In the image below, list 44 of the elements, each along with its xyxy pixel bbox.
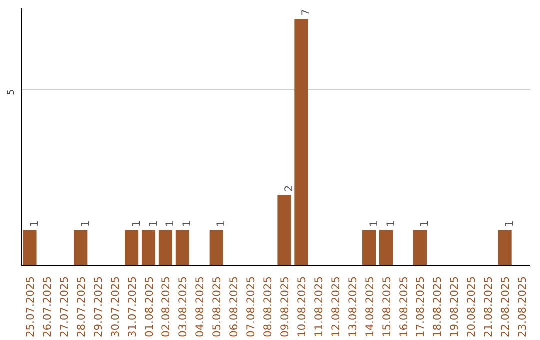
x-tick-label: 18.08.2025 (431, 276, 444, 338)
data-label: 1 (146, 220, 160, 228)
x-tick-label: 19.08.2025 (448, 276, 462, 338)
data-label: 1 (214, 220, 228, 228)
x-tick-label: 30.07.2025 (108, 276, 122, 338)
x-tick-label: 27.07.2025 (58, 276, 71, 338)
data-label: 1 (180, 220, 194, 228)
data-label: 1 (164, 220, 177, 228)
data-label: 1 (78, 220, 92, 228)
x-tick-label: 02.08.2025 (160, 276, 173, 338)
x-tick-label: 08.08.2025 (262, 276, 275, 338)
x-tick-label: 28.07.2025 (74, 276, 88, 338)
data-label: 2 (282, 185, 296, 192)
x-tick-label: 23.08.2025 (516, 276, 530, 338)
data-label: 1 (130, 220, 143, 228)
x-tick-label: 03.08.2025 (176, 276, 190, 338)
x-tick-label: 11.08.2025 (312, 276, 326, 338)
x-tick-label: 09.08.2025 (278, 276, 292, 338)
x-tick-label: 20.08.2025 (465, 276, 478, 338)
x-tick-label: 29.07.2025 (92, 276, 105, 338)
x-tick-label: 15.08.2025 (380, 276, 394, 338)
data-label: 1 (418, 220, 432, 228)
x-tick-label: 05.08.2025 (210, 276, 224, 338)
data-label: 1 (28, 220, 41, 228)
data-label: 1 (503, 220, 516, 228)
x-tick-label: 04.08.2025 (194, 276, 207, 338)
x-tick-label: 06.08.2025 (228, 276, 241, 338)
x-tick-label: 25.07.2025 (24, 276, 37, 338)
data-label: 7 (299, 9, 312, 16)
x-tick-label: 10.08.2025 (295, 276, 308, 338)
y-tick-label: 5 (6, 89, 17, 96)
x-tick-label: 21.08.2025 (482, 276, 496, 338)
x-tick-label: 12.08.2025 (329, 276, 342, 338)
x-tick-label: 14.08.2025 (363, 276, 376, 338)
x-tick-label: 16.08.2025 (397, 276, 410, 338)
x-tick-label: 17.08.2025 (414, 276, 428, 338)
data-label: 1 (367, 220, 380, 228)
x-tick-label: 01.08.2025 (142, 276, 156, 338)
x-tick-label: 07.08.2025 (244, 276, 258, 338)
x-tick-label: 22.08.2025 (499, 276, 512, 338)
x-tick-label: 13.08.2025 (346, 276, 360, 338)
data-label: 1 (384, 220, 398, 228)
x-tick-label: 31.07.2025 (126, 276, 139, 338)
x-tick-label: 26.07.2025 (40, 276, 54, 338)
